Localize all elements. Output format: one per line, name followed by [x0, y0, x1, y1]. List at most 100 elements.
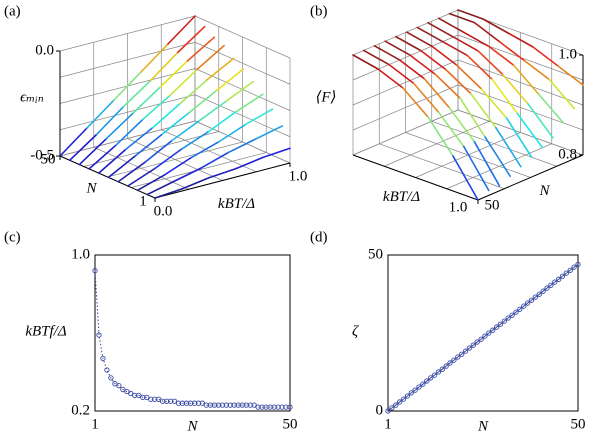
data-point	[513, 309, 519, 315]
z-tick-label: -0.5	[30, 147, 54, 163]
surface-line	[105, 111, 135, 140]
surface-line	[151, 103, 181, 129]
surface-line	[455, 64, 483, 90]
surface-line	[178, 79, 208, 105]
data-point	[428, 375, 434, 381]
data-point	[501, 318, 507, 324]
surface-line	[154, 148, 183, 170]
x-axis-label: kBT/Δ	[218, 196, 255, 212]
data-point	[521, 303, 527, 309]
x-tick-label: 1	[91, 416, 99, 432]
data-point	[451, 357, 457, 363]
surface-line	[516, 112, 544, 149]
data-point	[540, 288, 546, 294]
surface-line	[254, 125, 284, 141]
surface-line	[452, 155, 479, 201]
data-point	[532, 294, 538, 300]
surface-line	[124, 126, 154, 151]
data-point	[389, 405, 395, 411]
surface-line	[169, 68, 198, 97]
surface-line	[445, 68, 472, 95]
floor-grid	[457, 109, 584, 156]
surface-line	[117, 161, 146, 183]
surface-line	[484, 136, 511, 178]
surface-line	[115, 118, 144, 146]
x-tick-label: 1.0	[289, 168, 308, 184]
wall-grid	[59, 41, 196, 78]
x-tick-label: 50	[283, 416, 298, 432]
surface-line	[480, 88, 508, 119]
surface-line	[205, 57, 235, 81]
data-point	[517, 306, 523, 312]
surface-line	[532, 46, 559, 67]
surface-line	[122, 79, 152, 108]
data-point	[563, 270, 570, 276]
surface-line	[97, 148, 127, 174]
surface-line	[217, 123, 247, 143]
surface-line	[373, 45, 401, 61]
data-point	[505, 315, 511, 321]
y-tick-label: 50	[41, 151, 56, 167]
surface-line	[244, 108, 274, 126]
data-point	[478, 336, 484, 342]
plot-frame	[387, 254, 579, 412]
floor-grid	[83, 131, 219, 167]
floor-grid	[107, 141, 243, 178]
surface-line	[149, 51, 179, 82]
surface-line	[548, 78, 576, 110]
data-point	[544, 285, 550, 291]
surface-line	[225, 80, 254, 103]
x-tick-label: 0.0	[154, 203, 173, 219]
surface-line	[132, 86, 162, 114]
panel-label: (a)	[4, 3, 21, 19]
surface-line	[78, 137, 108, 166]
data-point	[393, 402, 399, 408]
surface-line	[215, 68, 245, 92]
surface-line	[409, 54, 436, 76]
surface-line	[477, 50, 504, 76]
surface-line	[505, 117, 533, 158]
surface-line	[487, 45, 515, 67]
surface-line	[113, 71, 142, 101]
axis-line	[154, 162, 291, 199]
data-point	[408, 390, 414, 396]
surface-line	[186, 36, 216, 62]
surface-line	[208, 111, 237, 133]
x-tick-label: 50	[571, 416, 586, 432]
data-point	[92, 267, 98, 274]
surface-line	[142, 94, 171, 120]
surface-line	[59, 127, 88, 157]
surface-line	[527, 103, 554, 139]
surface-line	[402, 87, 429, 118]
z-tick-label: 0.0	[35, 42, 54, 58]
data-point	[571, 264, 577, 270]
surface-line	[512, 64, 540, 96]
surface-line	[448, 12, 476, 24]
data-line	[94, 270, 290, 408]
surface-line	[362, 49, 390, 66]
data-point	[104, 367, 110, 373]
panel-label: (c)	[4, 229, 21, 245]
surface-line	[473, 21, 501, 43]
y-tick-label: 0	[376, 402, 384, 418]
axis-line	[477, 154, 584, 201]
surface-line	[462, 145, 490, 192]
surface-line	[136, 174, 166, 192]
data-point	[424, 378, 430, 384]
surface-line	[405, 31, 433, 47]
z-tick-label: 0.8	[558, 146, 577, 162]
surface-line	[181, 130, 210, 150]
x-tick-label: 1.0	[449, 199, 468, 215]
data-point	[439, 366, 445, 372]
data-point	[404, 393, 411, 399]
surface-line	[473, 141, 501, 187]
data-point	[447, 360, 453, 366]
surface-line	[227, 138, 257, 154]
surface-line	[420, 49, 447, 71]
surface-line	[495, 126, 522, 168]
data-point	[462, 348, 469, 354]
surface-line	[377, 68, 404, 89]
